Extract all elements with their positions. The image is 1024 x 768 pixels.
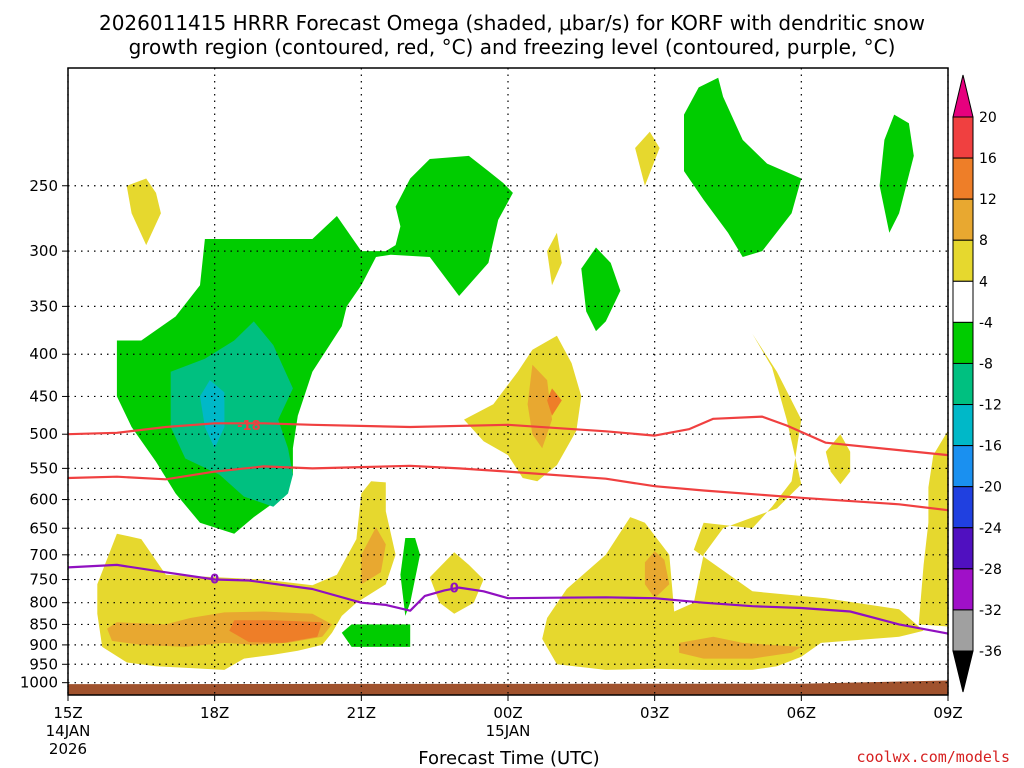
omega-colorbar: 20 16 12 8 4 -4 -8 -12 -16 -20 -24 -28 -32 -36 <box>952 74 1002 693</box>
colorbar-top-arrow <box>952 74 974 118</box>
x-tick-date: 15JAN <box>486 722 531 740</box>
colorbar-label: 16 <box>979 151 997 167</box>
x-tick-label: 21Z <box>347 704 376 722</box>
colorbar-bin <box>952 404 974 447</box>
omega-region <box>464 335 582 482</box>
omega-region <box>126 178 161 246</box>
omega-region <box>547 388 562 416</box>
y-tick-label: 750 <box>29 571 58 589</box>
omega-shading <box>97 77 948 670</box>
contour-label: -18 <box>237 419 261 434</box>
omega-region <box>879 114 914 233</box>
omega-region <box>635 131 660 186</box>
contour-dendritic_lower <box>67 464 949 512</box>
colorbar-label: -32 <box>979 603 1002 619</box>
x-tick-label: 00Z <box>493 704 522 722</box>
colorbar-bin <box>952 321 974 364</box>
x-tick-label: 18Z <box>200 704 229 722</box>
colorbar-bin <box>952 198 974 241</box>
omega-region <box>581 247 621 332</box>
colorbar-label: -36 <box>979 644 1002 660</box>
omega-region <box>341 624 411 647</box>
omega-region <box>547 232 562 286</box>
colorbar-label: -4 <box>979 315 993 331</box>
terrain-fill <box>68 680 948 695</box>
y-tick-label: 300 <box>29 242 58 260</box>
x-tick-label: 09Z <box>933 704 962 722</box>
colorbar-label: -16 <box>979 439 1002 455</box>
chart-title-line1: 2026011415 HRRR Forecast Omega (shaded, … <box>99 11 925 35</box>
colorbar-label: 4 <box>979 274 988 290</box>
colorbar-label: -20 <box>979 480 1002 496</box>
colorbar-bin <box>952 527 974 570</box>
pressure-axis: 250 300 350 400 450 500 550 600 650 700 750 800 850 9… <box>20 177 68 692</box>
temperature-contours: -18 0 0 <box>67 415 949 635</box>
colorbar-bin <box>952 486 974 529</box>
colorbar-bin <box>952 116 974 159</box>
x-tick-label: 03Z <box>640 704 669 722</box>
y-tick-label: 250 <box>29 177 58 195</box>
colorbar-bin <box>952 280 974 323</box>
terrain-surface <box>68 680 948 695</box>
x-tick-year: 2026 <box>49 740 87 758</box>
colorbar-label: 20 <box>979 110 997 126</box>
omega-region <box>400 538 420 616</box>
omega-region <box>679 636 802 659</box>
y-tick-label: 350 <box>29 297 58 315</box>
chart-title-line2: growth region (contoured, red, °C) and f… <box>129 35 896 59</box>
omega-region <box>361 527 386 585</box>
plot-area: -18 0 0 250 300 350 400 450 500 550 600 650 700 750 8… <box>20 67 963 758</box>
y-tick-label: 900 <box>29 636 58 654</box>
colorbar-bin <box>952 362 974 406</box>
contour-label: 0 <box>450 582 459 597</box>
credit-text: coolwx.com/models <box>856 748 1010 766</box>
colorbar-label: -24 <box>979 521 1002 537</box>
colorbar-bin <box>952 239 974 282</box>
y-tick-label: 600 <box>29 491 58 509</box>
y-tick-label: 800 <box>29 594 58 612</box>
y-tick-label: 450 <box>29 387 58 405</box>
omega-region <box>429 552 484 614</box>
y-tick-label: 700 <box>29 546 58 564</box>
contour-freezing_level <box>67 563 949 635</box>
colorbar-label: -12 <box>979 398 1002 414</box>
omega-region <box>644 551 670 599</box>
colorbar-bin <box>952 568 974 611</box>
contour-dendritic_upper <box>67 415 949 457</box>
contour-label: 0 <box>210 573 219 588</box>
y-tick-label: 400 <box>29 345 58 363</box>
omega-region <box>170 321 293 507</box>
omega-region <box>825 434 851 485</box>
colorbar-label: -28 <box>979 562 1002 578</box>
y-tick-label: 950 <box>29 655 58 673</box>
colorbar-bin <box>952 609 974 652</box>
x-tick-date: 14JAN <box>46 722 91 740</box>
colorbar-label: 12 <box>979 192 997 208</box>
omega-region <box>229 620 323 643</box>
y-tick-label: 500 <box>29 425 58 443</box>
colorbar-label: 8 <box>979 233 988 249</box>
x-axis-label: Forecast Time (UTC) <box>418 748 599 768</box>
colorbar-bin <box>952 445 974 488</box>
x-tick-label: 06Z <box>787 704 816 722</box>
omega-region <box>542 333 924 670</box>
omega-region <box>684 77 802 257</box>
x-tick-label: 15Z <box>53 704 82 722</box>
y-tick-label: 650 <box>29 519 58 537</box>
colorbar-bin <box>952 157 974 200</box>
y-tick-label: 550 <box>29 459 58 477</box>
colorbar-bottom-arrow <box>952 650 974 693</box>
omega-region <box>200 380 225 449</box>
colorbar-label: -8 <box>979 356 993 372</box>
y-tick-label: 850 <box>29 615 58 633</box>
y-tick-label: 1000 <box>20 674 58 692</box>
